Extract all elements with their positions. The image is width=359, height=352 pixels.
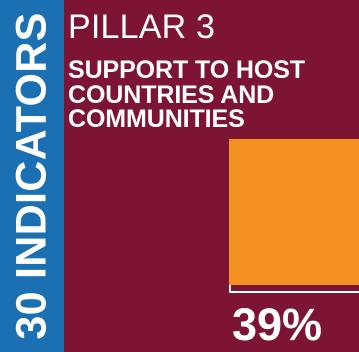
pillar-subtitle-line: COMMUNITIES: [68, 105, 245, 133]
indicators-count-label: 30 INDICATORS: [7, 12, 56, 340]
progress-fill-box: [229, 139, 359, 285]
progress-bracket: [229, 285, 359, 293]
progress-percent-label: 39%: [232, 299, 323, 350]
pillar-title: PILLAR 3: [68, 8, 216, 46]
indicators-sidebar: 30 INDICATORS: [0, 0, 64, 352]
pillar-subtitle-line: SUPPORT TO HOST: [68, 56, 305, 84]
pillar-subtitle-line: COUNTRIES AND: [68, 80, 275, 109]
pillar-subtitle: SUPPORT TO HOST COUNTRIES AND COMMUNITIE…: [68, 58, 354, 132]
